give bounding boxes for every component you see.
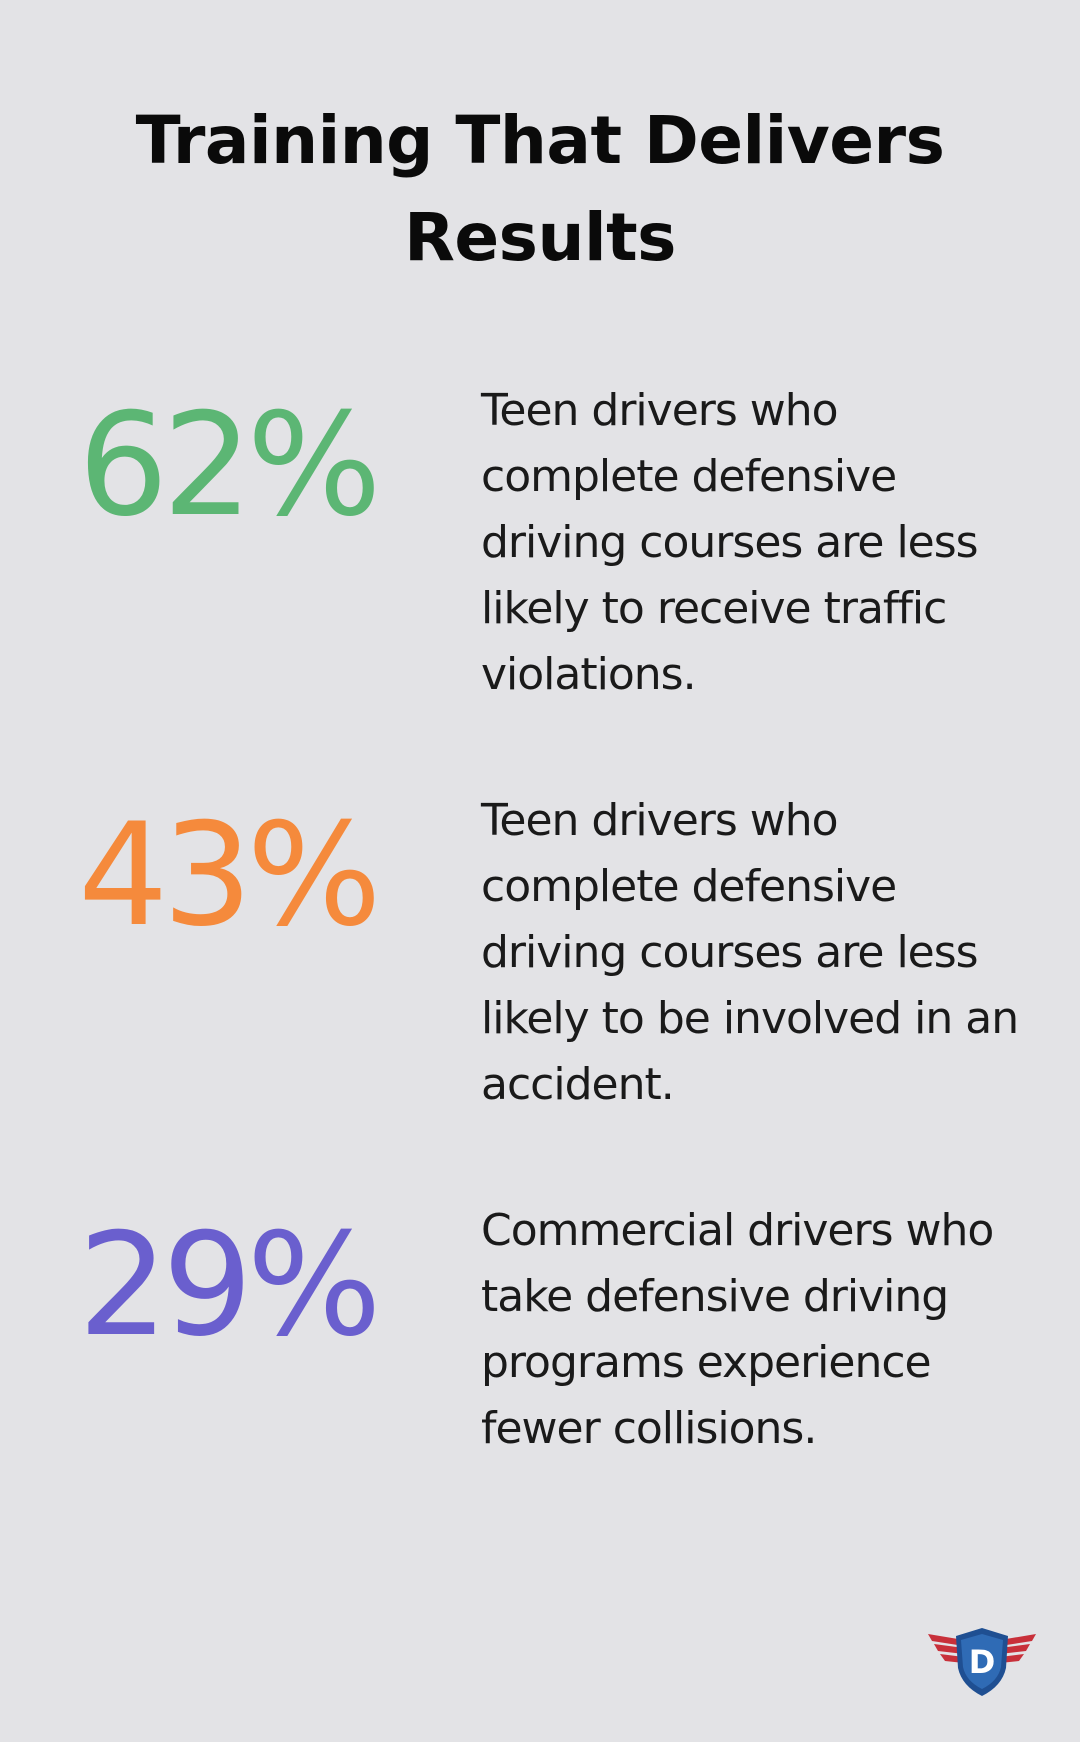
stat-block-1: 62% Teen drivers who complete defensive … [0, 378, 1080, 718]
logo-letter: D [969, 1643, 996, 1681]
page-title: Training That Delivers Results [135, 102, 945, 276]
stat-description-3: Commercial drivers who take defensive dr… [481, 1205, 994, 1454]
stat-value-3: 29% [78, 1203, 382, 1368]
stat-description-2: Teen drivers who complete defensive driv… [481, 795, 1019, 1110]
stat-description-1: Teen drivers who complete defensive driv… [481, 385, 979, 700]
stat-value-1: 62% [78, 383, 382, 548]
stat-block-2: 43% Teen drivers who complete defensive … [0, 788, 1080, 1128]
winged-shield-logo-icon: D [924, 1626, 1040, 1698]
stat-block-3: 29% Commercial drivers who take defensiv… [0, 1198, 1080, 1538]
stat-value-2: 43% [78, 793, 382, 958]
